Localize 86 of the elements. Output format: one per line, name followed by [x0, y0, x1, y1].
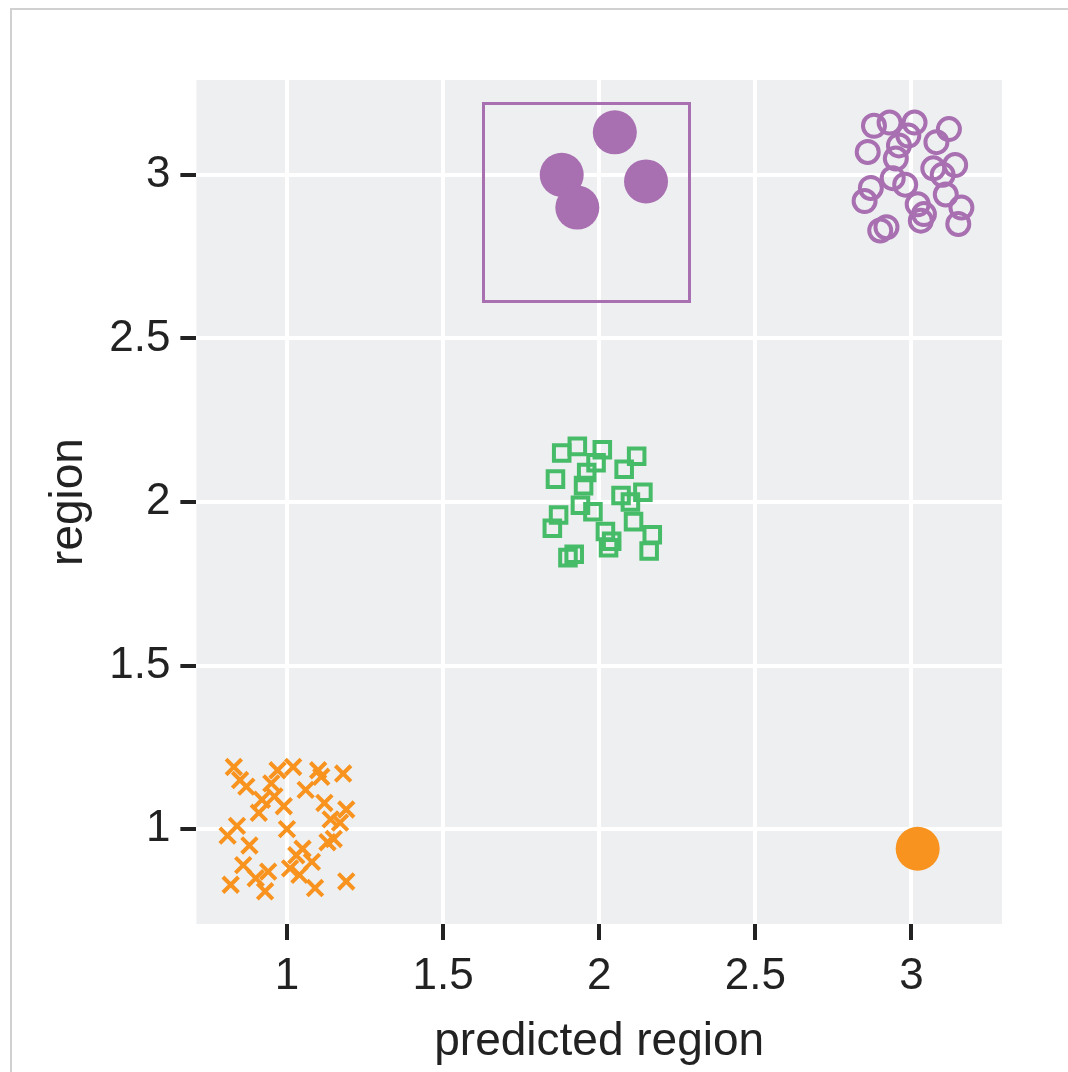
point — [336, 871, 357, 892]
point — [224, 757, 244, 777]
point — [239, 835, 260, 856]
point — [220, 874, 241, 895]
point — [904, 191, 931, 218]
point — [639, 541, 659, 561]
y-tick-label: 1.5 — [109, 637, 171, 687]
point — [548, 505, 569, 525]
y-tick-label: 2.5 — [109, 310, 171, 360]
point — [542, 518, 563, 538]
point — [545, 469, 566, 489]
point — [236, 776, 257, 797]
point — [277, 819, 297, 839]
point — [227, 816, 247, 836]
point — [570, 495, 591, 516]
x-tick-label: 3 — [899, 948, 924, 998]
point — [592, 439, 613, 460]
point — [935, 116, 962, 143]
point — [623, 511, 644, 532]
point — [885, 132, 912, 159]
y-tick-label: 2 — [145, 474, 171, 524]
point — [267, 760, 288, 781]
point — [305, 878, 325, 898]
x-tick-label: 1 — [274, 948, 300, 998]
point — [854, 138, 881, 165]
y-axis-title: region — [40, 438, 93, 566]
x-axis-title: predicted region — [434, 1013, 765, 1066]
point — [314, 793, 335, 813]
point — [302, 852, 322, 872]
point — [573, 475, 594, 496]
point — [945, 210, 972, 237]
point — [614, 459, 634, 480]
point — [910, 201, 937, 228]
point — [611, 485, 631, 506]
point — [851, 188, 878, 215]
point — [308, 760, 328, 781]
point — [860, 112, 887, 139]
point — [948, 194, 975, 221]
point — [576, 462, 597, 483]
x-tick-label: 2.5 — [724, 948, 786, 998]
point — [882, 145, 909, 172]
point — [317, 832, 338, 852]
point — [620, 492, 641, 512]
y-tick-label: 3 — [145, 147, 171, 197]
point — [867, 217, 894, 244]
point — [295, 780, 316, 800]
point — [333, 763, 353, 784]
point — [217, 825, 238, 846]
point — [595, 521, 616, 542]
point — [879, 165, 906, 192]
point — [942, 152, 969, 179]
point — [245, 868, 266, 888]
point — [907, 207, 934, 234]
point — [857, 174, 884, 201]
point — [895, 122, 922, 149]
y-tick-label: 1 — [145, 801, 171, 851]
point — [929, 161, 956, 188]
point — [558, 547, 578, 568]
point — [280, 858, 300, 879]
point — [564, 544, 584, 565]
x-tick-label: 2 — [586, 948, 612, 998]
point — [873, 214, 900, 241]
point — [642, 524, 663, 545]
point — [330, 812, 350, 833]
point — [336, 799, 357, 820]
point — [567, 436, 588, 457]
point — [230, 770, 250, 790]
point — [920, 155, 947, 182]
point — [311, 767, 332, 787]
point — [932, 181, 959, 208]
point — [601, 531, 622, 552]
point — [876, 109, 903, 136]
point — [598, 538, 619, 558]
point — [892, 171, 919, 198]
point — [626, 446, 647, 466]
point — [292, 838, 313, 859]
point — [923, 129, 950, 156]
point — [583, 502, 603, 522]
point — [586, 452, 606, 473]
point — [283, 757, 303, 777]
point — [901, 109, 928, 136]
x-tick-label: 1.5 — [412, 948, 474, 998]
point — [274, 796, 294, 817]
point — [233, 855, 253, 875]
point — [551, 443, 572, 463]
point — [633, 482, 653, 502]
